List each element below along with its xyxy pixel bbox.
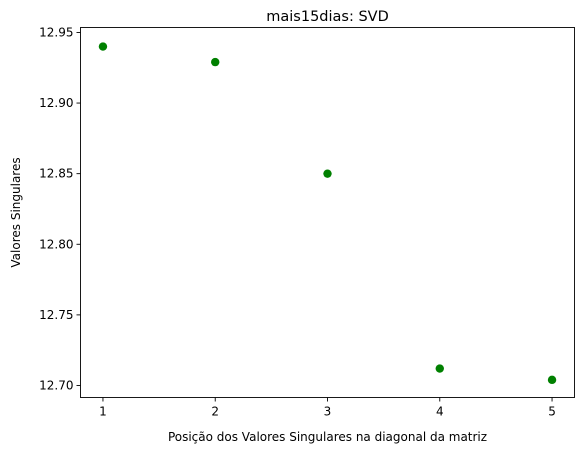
x-tick-label: 3 xyxy=(324,405,332,419)
y-tick-label: 12.95 xyxy=(39,25,73,39)
data-points xyxy=(98,42,557,385)
y-tick-label: 12.70 xyxy=(39,378,73,392)
y-tick-label: 12.75 xyxy=(39,308,73,322)
plot-area-frame xyxy=(80,27,575,398)
x-tick-label: 5 xyxy=(548,405,556,419)
y-tick-label: 12.85 xyxy=(39,167,73,181)
x-axis-label: Posição dos Valores Singulares na diagon… xyxy=(168,430,487,444)
x-tick-label: 4 xyxy=(436,405,444,419)
x-tick-label: 2 xyxy=(211,405,219,419)
x-axis-ticks: 1 2 3 4 5 xyxy=(99,397,556,419)
data-point xyxy=(98,42,108,51)
chart-title: mais15dias: SVD xyxy=(266,9,389,25)
y-axis-ticks: 12.70 12.75 12.80 12.85 12.90 12.95 xyxy=(39,25,81,392)
y-tick-label: 12.80 xyxy=(39,237,73,251)
y-tick-label: 12.90 xyxy=(39,96,73,110)
data-point xyxy=(547,375,557,385)
x-tick-label: 1 xyxy=(99,405,107,419)
data-point xyxy=(323,169,332,178)
y-axis-label: Valores Singulares xyxy=(9,157,23,267)
data-point xyxy=(435,364,444,373)
data-point xyxy=(211,57,220,67)
